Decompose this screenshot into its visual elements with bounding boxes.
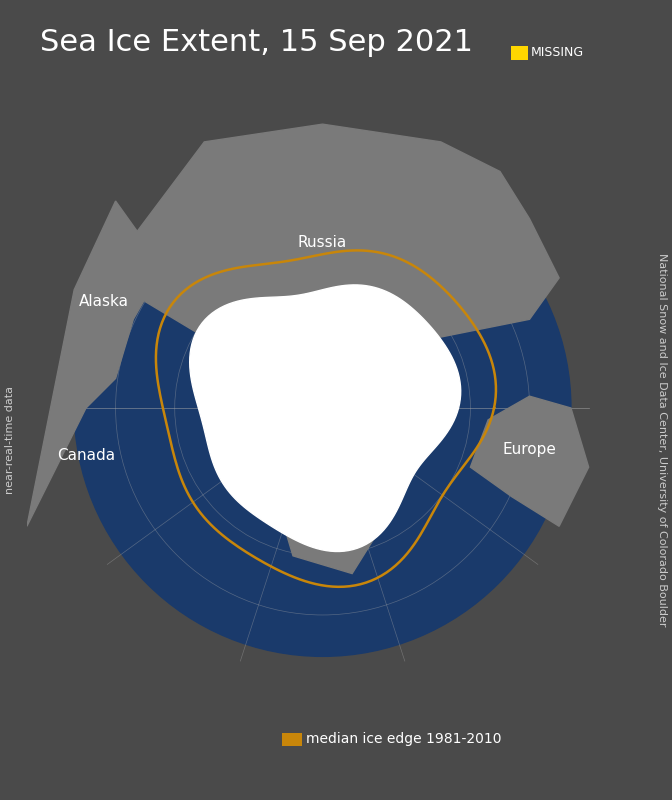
Text: Russia: Russia [298,235,347,250]
Text: Europe: Europe [503,442,556,457]
Text: Alaska: Alaska [79,294,129,309]
Polygon shape [470,396,589,526]
Polygon shape [27,201,157,526]
Circle shape [74,160,571,656]
Text: MISSING: MISSING [531,46,584,59]
Text: National Snow and Ice Data Center, University of Colorado Boulder: National Snow and Ice Data Center, Unive… [657,254,667,626]
Text: Sea Ice Extent, 15 Sep 2021: Sea Ice Extent, 15 Sep 2021 [40,28,473,57]
Text: Greenland: Greenland [294,501,374,516]
Polygon shape [190,285,461,551]
Text: median ice edge 1981-2010: median ice edge 1981-2010 [306,732,501,746]
Polygon shape [276,438,382,574]
Text: near-real-time data: near-real-time data [5,386,15,494]
Text: Canada: Canada [57,448,115,463]
Polygon shape [116,124,559,337]
